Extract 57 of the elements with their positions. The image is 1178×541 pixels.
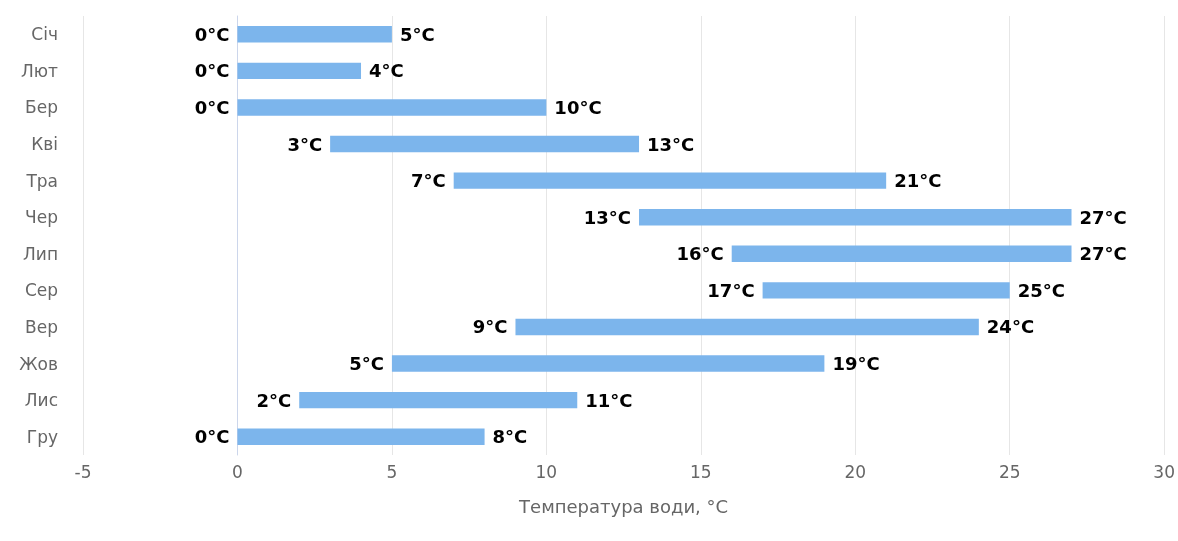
- bar: [731, 245, 1072, 263]
- y-tick-label: Лис: [24, 390, 58, 411]
- annotation: 5°C: [349, 353, 384, 375]
- bar: [299, 391, 578, 409]
- bar: [237, 62, 362, 80]
- annotation: 27°C: [1079, 206, 1127, 228]
- annotation: 7°C: [410, 170, 446, 192]
- y-tick-label: Бер: [25, 97, 58, 118]
- annotation: 24°C: [986, 316, 1035, 338]
- annotation: 0°C: [194, 426, 230, 448]
- bar: [237, 26, 392, 43]
- bar: [762, 282, 1010, 299]
- bar: [237, 99, 547, 116]
- x-tick-label: 0: [232, 461, 243, 482]
- annotation: 8°C: [492, 426, 528, 448]
- x-tick-label: 15: [690, 461, 712, 482]
- annotation: 10°C: [554, 96, 602, 118]
- bar: [237, 428, 485, 445]
- x-tick-label: 30: [1153, 461, 1175, 482]
- annotation: 3°C: [287, 133, 323, 155]
- annotation: 13°C: [583, 206, 632, 228]
- x-tick-label: -5: [74, 461, 92, 482]
- annotation: 11°C: [585, 389, 633, 411]
- y-tick-label: Кві: [31, 134, 58, 155]
- annotation: 9°C: [472, 316, 508, 338]
- annotation: 2°C: [256, 389, 292, 411]
- y-tick-label: Жов: [19, 353, 58, 374]
- bar: [330, 135, 640, 153]
- x-tick-label: 5: [386, 461, 398, 482]
- x-tick-label: 25: [998, 461, 1021, 482]
- x-tick-label: 20: [844, 461, 867, 482]
- annotation: 0°C: [194, 23, 230, 45]
- annotation: 0°C: [194, 96, 230, 118]
- annotation: 17°C: [707, 279, 755, 301]
- annotation: 19°C: [832, 353, 880, 375]
- annotation: 5°C: [399, 23, 435, 45]
- y-tick-label: Лип: [23, 243, 58, 264]
- annotation: 13°C: [647, 133, 695, 155]
- y-tick-label: Тра: [25, 170, 58, 191]
- y-tick-label: Чер: [25, 207, 58, 228]
- y-tick-label: Гру: [26, 426, 58, 447]
- x-tick-label: 10: [535, 461, 558, 482]
- annotation: 25°C: [1017, 279, 1065, 301]
- annotation: 21°C: [894, 170, 942, 192]
- annotation: 16°C: [676, 243, 724, 265]
- annotation: 27°C: [1079, 243, 1127, 265]
- y-tick-label: Вер: [25, 316, 58, 337]
- bar: [453, 172, 887, 189]
- bar: [639, 208, 1072, 226]
- y-tick-label: Сер: [24, 280, 58, 301]
- y-tick-label: Лют: [21, 60, 59, 81]
- bar: [515, 318, 979, 336]
- annotation: 0°C: [194, 60, 230, 82]
- x-axis-title: Температура води, °C: [518, 495, 729, 517]
- annotation: 4°C: [369, 60, 404, 82]
- bar: [391, 355, 825, 372]
- y-tick-label: Січ: [31, 24, 58, 45]
